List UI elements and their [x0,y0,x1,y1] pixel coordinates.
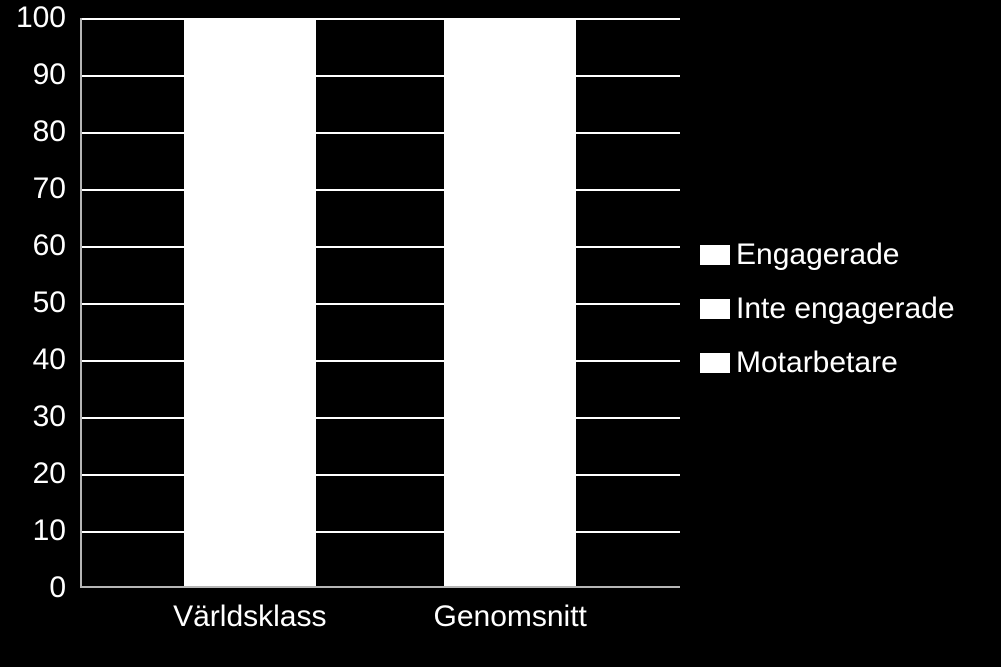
y-tick-label: 100 [16,1,66,35]
gridline [80,246,680,248]
legend-item: Inte engagerade [700,292,955,326]
legend-label: Engagerade [736,238,899,272]
bar-genomsnitt [444,18,576,588]
y-tick-label: 90 [33,58,66,92]
legend-label: Motarbetare [736,346,898,380]
y-tick-label: 20 [33,457,66,491]
legend-marker [700,353,730,373]
y-tick-label: 60 [33,229,66,263]
legend-marker [700,299,730,319]
gridline [80,303,680,305]
gridline [80,417,680,419]
x-tick-label: Världsklass [173,600,326,634]
gridline [80,474,680,476]
legend-label: Inte engagerade [736,292,955,326]
y-tick-label: 80 [33,115,66,149]
bar-världsklass [184,18,316,588]
x-axis-line [80,586,680,588]
x-tick-label: Genomsnitt [433,600,586,634]
legend-item: Engagerade [700,238,955,272]
y-tick-label: 10 [33,514,66,548]
legend-item: Motarbetare [700,346,955,380]
y-axis-line [80,18,82,588]
gridline [80,531,680,533]
engagement-stacked-bar-chart: 0 10 20 30 40 50 60 70 80 90 100 Världsklass Genoms… [0,0,1001,667]
gridline [80,189,680,191]
gridline [80,75,680,77]
plot-area [80,18,680,588]
y-tick-label: 70 [33,172,66,206]
gridline [80,360,680,362]
legend-marker [700,245,730,265]
gridline [80,132,680,134]
legend: Engagerade Inte engagerade Motarbetare [700,238,955,400]
y-tick-label: 40 [33,343,66,377]
gridline [80,18,680,20]
y-tick-label: 0 [49,571,66,605]
y-tick-label: 30 [33,400,66,434]
y-tick-label: 50 [33,286,66,320]
